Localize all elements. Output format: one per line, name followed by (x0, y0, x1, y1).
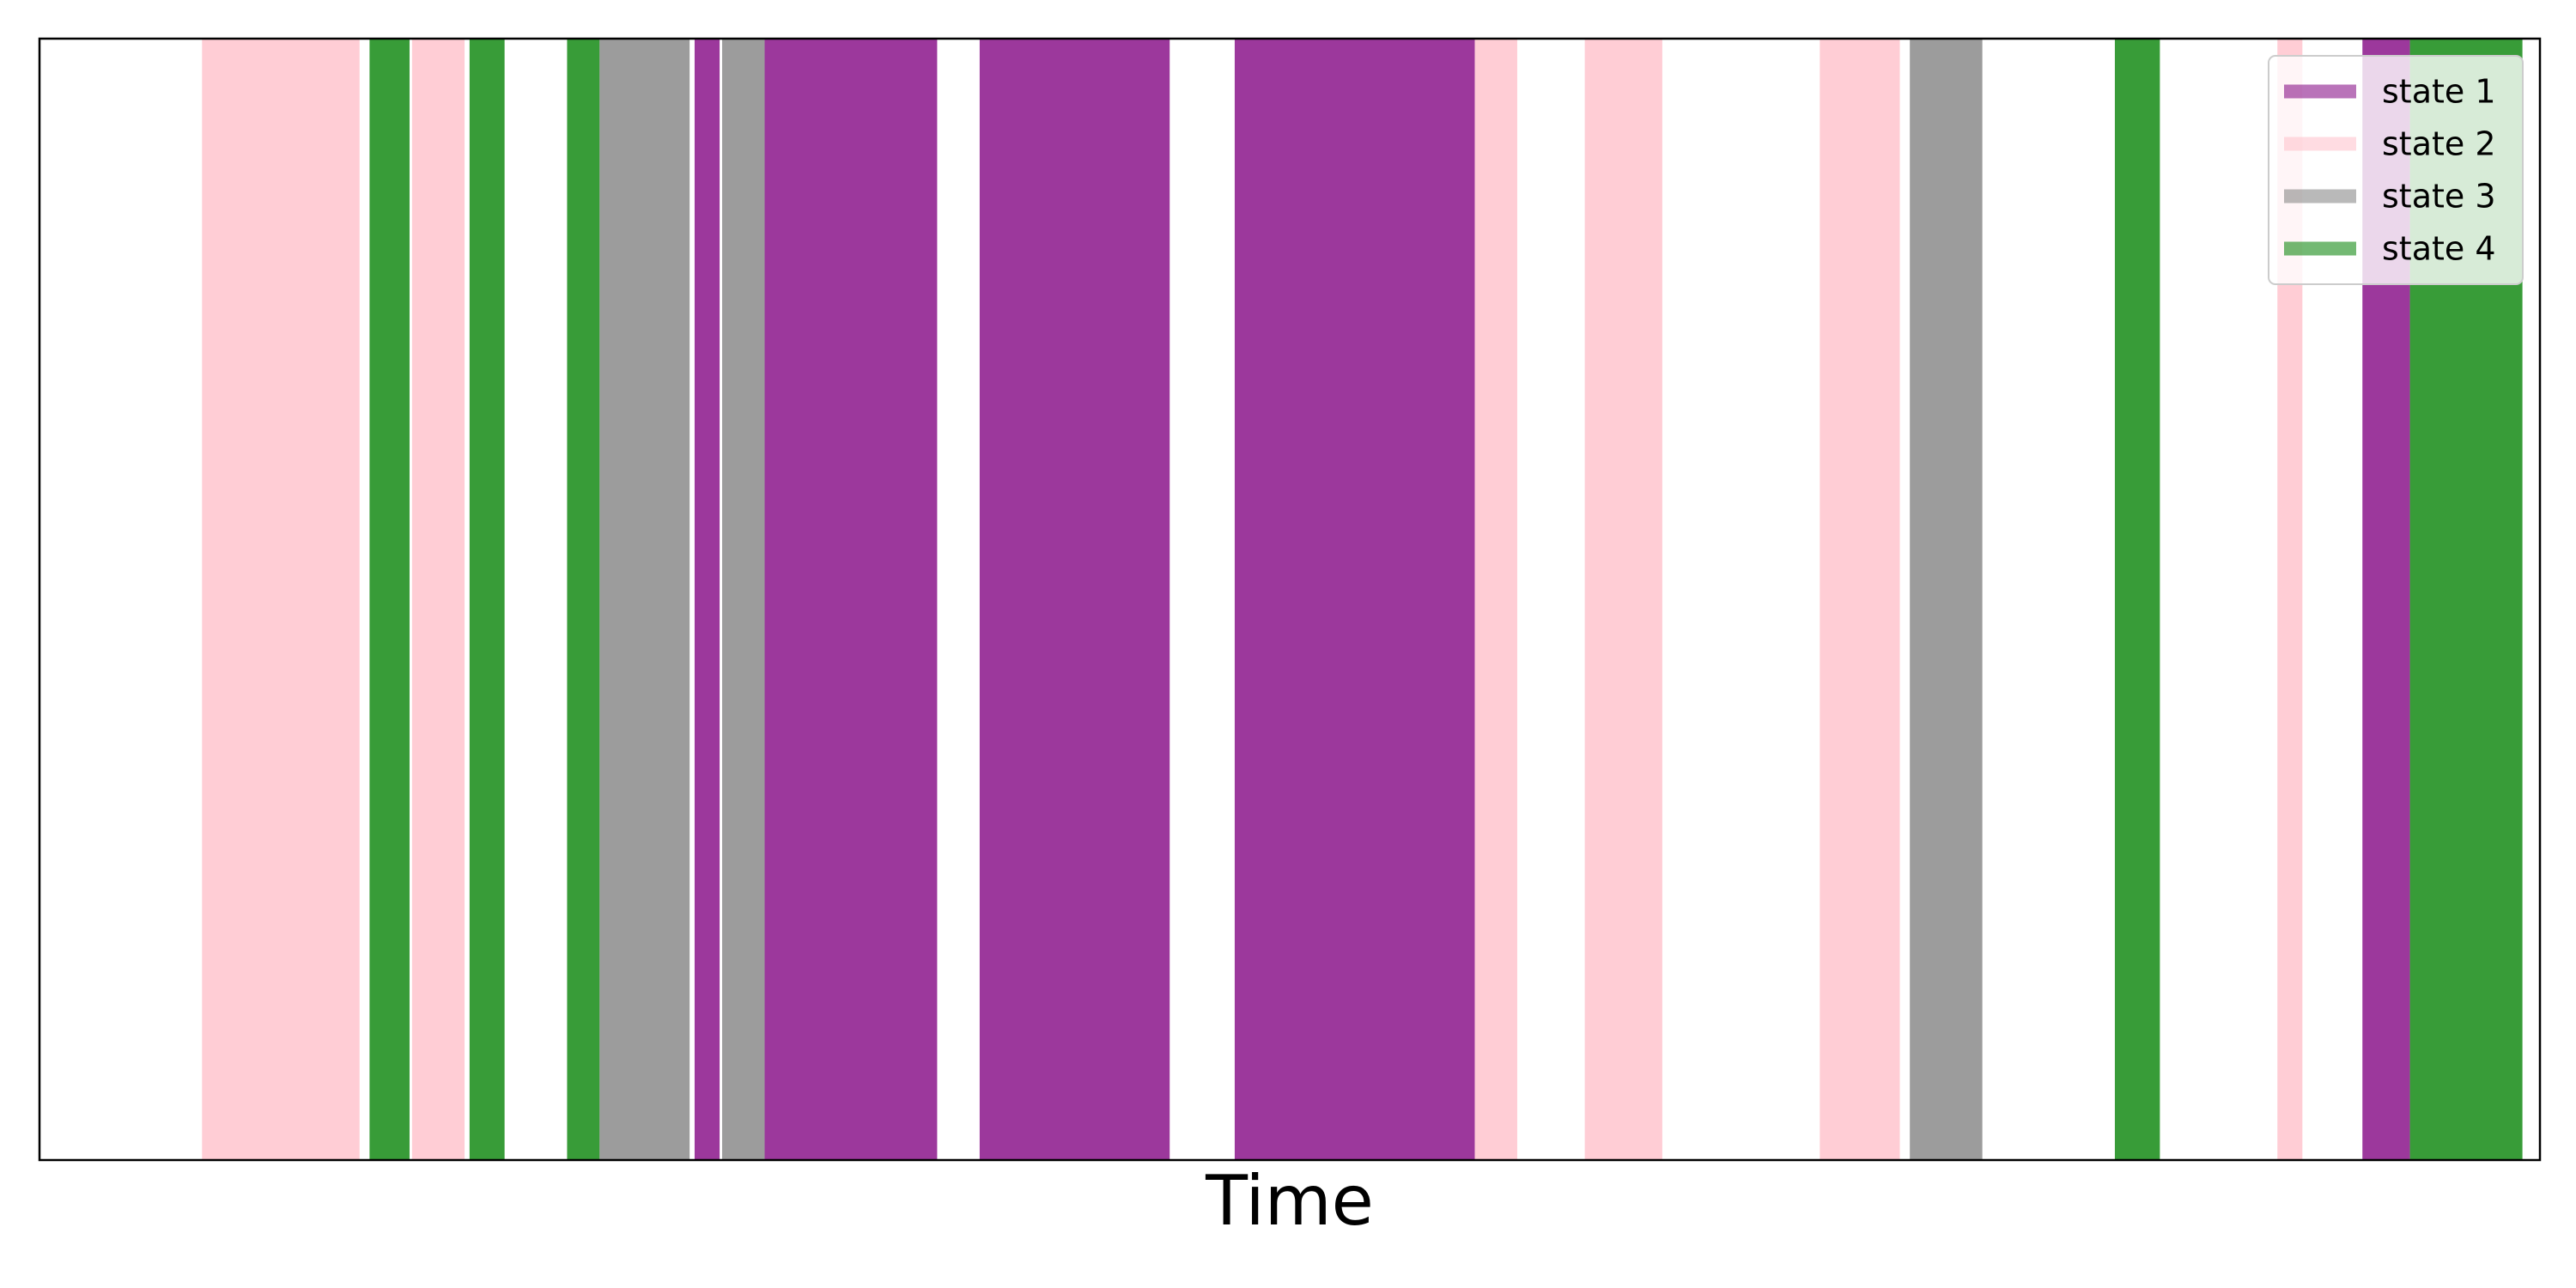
state-2-band (1820, 39, 1900, 1160)
state-4-band (469, 39, 505, 1160)
legend-frame (2268, 55, 2524, 285)
state-1-band (694, 39, 720, 1160)
x-axis-label: Time (1205, 1161, 1374, 1241)
state-3-band (721, 39, 765, 1160)
legend-label-state-4: state 4 (2382, 230, 2496, 268)
state-3-band (599, 39, 690, 1160)
state-2-band (1474, 39, 1517, 1160)
legend-label-state-2: state 2 (2382, 125, 2496, 163)
state-4-band (369, 39, 410, 1160)
state-bands (202, 39, 2523, 1160)
state-1-band (764, 39, 938, 1160)
state-2-band (1584, 39, 1662, 1160)
legend: state 1 state 2 state 3 state 4 (2268, 55, 2524, 285)
state-2-band (202, 39, 360, 1160)
state-4-band (2114, 39, 2160, 1160)
legend-label-state-3: state 3 (2382, 178, 2496, 216)
state-2-band (411, 39, 465, 1160)
state-1-band (1234, 39, 1475, 1160)
legend-label-state-1: state 1 (2382, 73, 2496, 111)
state-4-band (567, 39, 600, 1160)
state-3-band (1910, 39, 1983, 1160)
plot-frame (38, 37, 2542, 1162)
state-1-band (979, 39, 1170, 1160)
